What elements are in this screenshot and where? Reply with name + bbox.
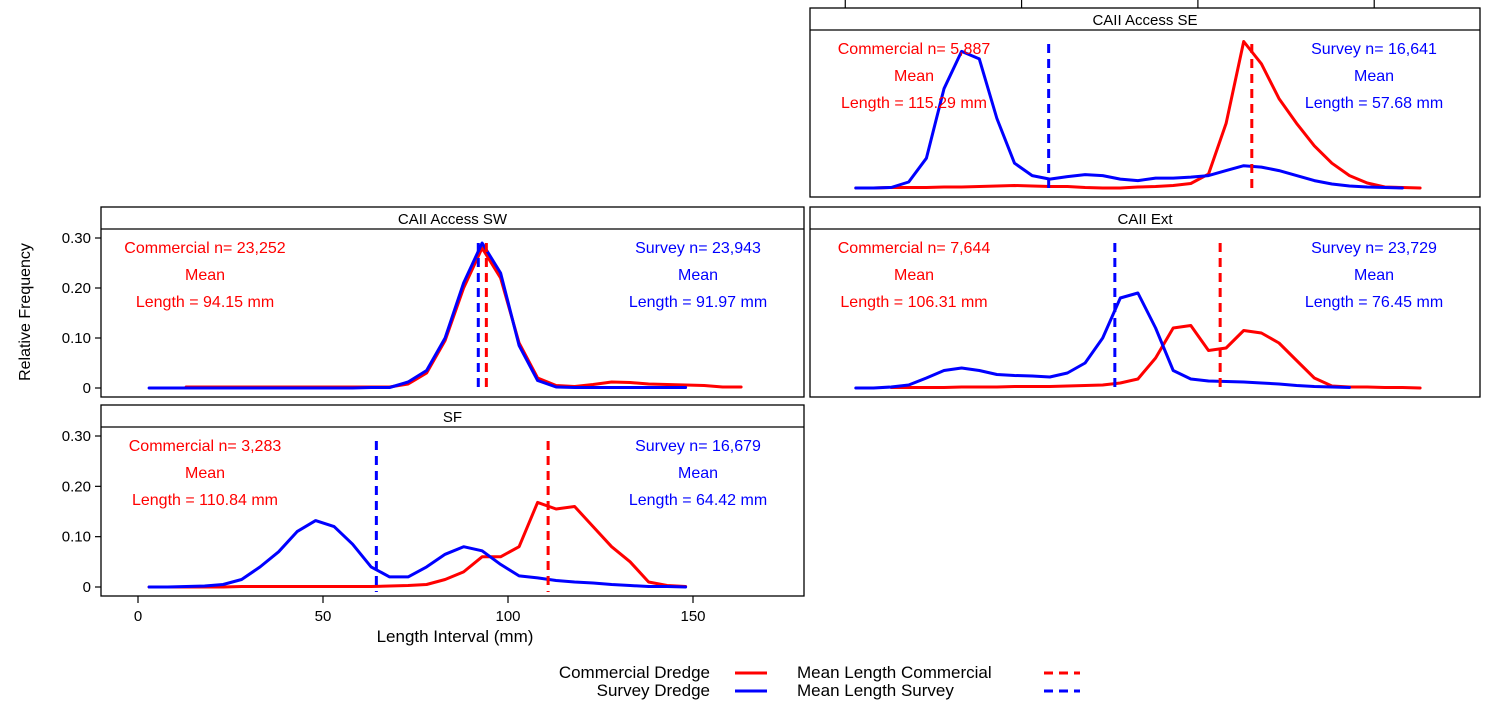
panel-caii-access-sw: CAII Access SW 0 0.10 0.20 0.30 Commercial n=…: [62, 206, 805, 398]
x-axis-ticks: 0 50 100 150: [134, 596, 706, 625]
survey-annotation: Survey n= 23,943: [635, 240, 761, 257]
y-tick-label: 0.10: [62, 330, 91, 347]
commercial-annotation: Mean: [185, 267, 225, 284]
legend-label: Survey Dredge: [597, 681, 710, 700]
x-tick-label: 0: [134, 608, 142, 625]
panels-group: CAII Access SE Commercial n= 5,887 Mean Len…: [62, 0, 1481, 597]
commercial-annotation: Mean: [894, 68, 934, 85]
survey-annotation: Length = 64.42 mm: [629, 492, 767, 509]
panel-title: CAII Access SE: [1092, 12, 1197, 29]
panel-title: CAII Access SW: [398, 211, 508, 228]
legend-item: Commercial Dredge: [559, 663, 767, 682]
legend-label: Mean Length Commercial: [797, 663, 992, 682]
commercial-dredge-line: [147, 500, 688, 589]
commercial-annotation: Length = 94.15 mm: [136, 294, 274, 311]
commercial-annotation: Mean: [894, 267, 934, 284]
survey-annotation: Length = 76.45 mm: [1305, 294, 1443, 311]
survey-annotation: Length = 57.68 mm: [1305, 95, 1443, 112]
commercial-annotation: Length = 110.84 mm: [132, 492, 278, 509]
panel-frame: [809, 206, 1481, 398]
y-tick-label: 0.30: [62, 428, 91, 445]
panel-frame: [100, 206, 805, 398]
legend-item: Mean Length Commercial: [797, 663, 1080, 682]
y-axis-label: Relative Frequency: [17, 243, 34, 381]
survey-dredge-line: [854, 49, 1404, 190]
panel-sf: SF 0 0.10 0.20 0.30 Commercial n= 3,283 Mean Le…: [62, 404, 805, 597]
survey-dredge-line: [854, 291, 1351, 390]
y-tick-label: 0: [83, 380, 91, 397]
panel-title: SF: [443, 409, 462, 426]
survey-annotation: Mean: [1354, 68, 1394, 85]
survey-annotation: Survey n= 23,729: [1311, 240, 1437, 257]
survey-annotation: Survey n= 16,641: [1311, 41, 1437, 58]
legend-item: Survey Dredge: [597, 681, 767, 700]
legend-label: Mean Length Survey: [797, 681, 954, 700]
panel-frame: [100, 404, 805, 597]
commercial-annotation: Commercial n= 3,283: [129, 438, 282, 455]
survey-dredge-line: [147, 519, 688, 589]
x-axis-label: Length Interval (mm): [377, 627, 534, 646]
legend-item: Mean Length Survey: [797, 681, 1080, 700]
commercial-annotation: Length = 106.31 mm: [840, 294, 987, 311]
survey-annotation: Mean: [678, 465, 718, 482]
y-tick-label: 0.20: [62, 280, 91, 297]
commercial-annotation: Length = 115.29 mm: [841, 95, 987, 112]
commercial-annotation: Mean: [185, 465, 225, 482]
survey-annotation: Survey n= 16,679: [635, 438, 761, 455]
legend-label: Commercial Dredge: [559, 663, 710, 682]
panel-caii-ext: CAII Ext Commercial n= 7,644 Mean Length = …: [809, 206, 1481, 398]
panel-caii-access-se: CAII Access SE Commercial n= 5,887 Mean Len…: [809, 0, 1481, 198]
survey-annotation: Mean: [678, 267, 718, 284]
y-tick-label: 0.10: [62, 529, 91, 546]
y-tick-label: 0: [83, 579, 91, 596]
survey-annotation: Length = 91.97 mm: [629, 294, 767, 311]
x-tick-label: 50: [315, 608, 332, 625]
commercial-annotation: Commercial n= 5,887: [838, 41, 991, 58]
survey-annotation: Mean: [1354, 267, 1394, 284]
commercial-annotation: Commercial n= 23,252: [124, 240, 286, 257]
y-tick-label: 0.20: [62, 478, 91, 495]
commercial-annotation: Commercial n= 7,644: [838, 240, 991, 257]
panel-title: CAII Ext: [1117, 211, 1173, 228]
x-tick-label: 100: [495, 608, 520, 625]
y-tick-label: 0.30: [62, 230, 91, 247]
survey-dredge-line: [147, 241, 688, 390]
x-tick-label: 150: [680, 608, 705, 625]
commercial-dredge-line: [854, 40, 1422, 190]
